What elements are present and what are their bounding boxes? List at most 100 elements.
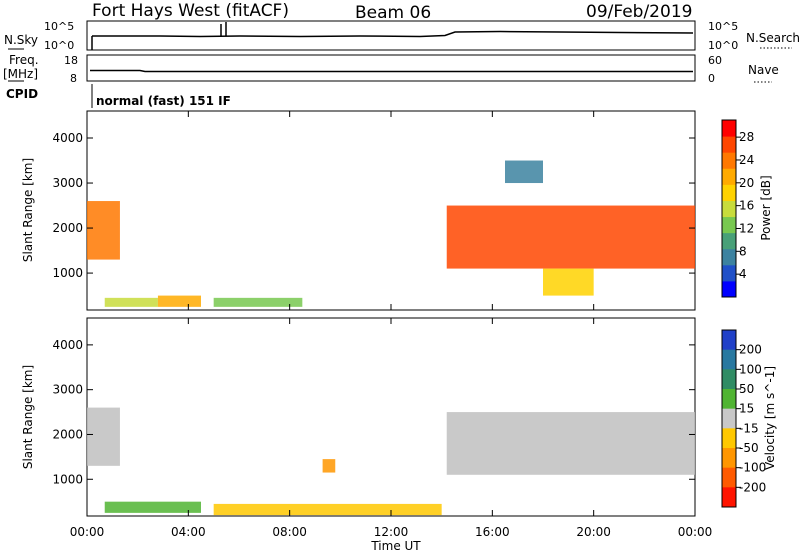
velocity-colorbar-swatch [722, 369, 736, 390]
nave-tick-low: 0 [708, 72, 715, 85]
y-tick-label: 1000 [52, 472, 83, 486]
power-colorbar-swatches [722, 120, 736, 298]
power-colorbar-swatch [722, 120, 736, 137]
velocity-colorbar-label-text: Velocity [m s^-1] [763, 366, 777, 470]
velocity-colorbar-tick-label: 200 [739, 343, 762, 357]
velocity-colorbar-swatch [722, 330, 736, 351]
velocity-colorbar: 200 100 50 15 -15 -50 -100 -200 Velocity [m s^-… [721, 329, 777, 508]
velocity-colorbar-tick-label: -100 [739, 461, 766, 475]
velocity-scatter-region-4 [322, 459, 336, 473]
nsearch-tick-low: 10^0 [708, 39, 738, 52]
nave-tick-high: 60 [708, 54, 722, 67]
velocity-colorbar-swatches [722, 330, 736, 508]
power-scatter-region-0 [87, 201, 120, 260]
velocity-cells [87, 407, 695, 516]
x-tick-label: 20:00 [576, 525, 611, 539]
x-tick-label: 08:00 [272, 525, 307, 539]
freq-label-line2: [MHz] [3, 67, 38, 81]
power-colorbar-swatch [722, 248, 736, 266]
velocity-ylabel: Slant Range [km] [21, 365, 35, 469]
power-colorbar-swatch [722, 200, 736, 218]
power-colorbar-label: Power [dB] [759, 175, 773, 240]
x-tick-label: 04:00 [171, 525, 206, 539]
velocity-colorbar-swatch [722, 349, 736, 370]
power-scatter-region-2 [157, 295, 201, 307]
power-cells [87, 160, 695, 307]
velocity-scatter-region-1 [104, 501, 201, 513]
power-colorbar-tick-label: 8 [739, 244, 747, 258]
power-colorbar-swatch [722, 232, 736, 250]
power-colorbar-tick-label: 12 [739, 221, 754, 235]
station-title: Fort Hays West (fitACF) [92, 1, 289, 21]
velocity-colorbar-swatch [722, 408, 736, 429]
velocity-scatter-region-3 [446, 412, 695, 475]
velocity-colorbar-tick-label: -15 [739, 421, 759, 435]
power-colorbar-tick-label: 16 [739, 199, 754, 213]
nsky-label: N.Sky [4, 33, 38, 47]
power-colorbar-tick-label: 28 [739, 130, 754, 144]
velocity-colorbar-tick-label: -200 [739, 480, 766, 494]
velocity-colorbar-tick-label: 100 [739, 362, 762, 376]
velocity-colorbar-swatch [722, 428, 736, 449]
freq-label-line1: Freq. [9, 53, 39, 67]
y-tick-label: 1000 [52, 266, 83, 280]
beam-title: Beam 06 [355, 3, 431, 23]
velocity-panel: Slant Range [km] 1000 2000 3000 4000 00:00 0… [21, 111, 712, 553]
x-tick-label: 16:00 [475, 525, 510, 539]
time-xlabel: Time UT [370, 539, 421, 553]
power-colorbar-swatch [722, 280, 736, 298]
frequency-trace [90, 69, 693, 73]
nave-label: Nave [748, 63, 779, 77]
velocity-colorbar-swatch [722, 467, 736, 488]
power-colorbar: 4 8 12 16 20 24 28 Power [dB] [721, 119, 773, 298]
nsearch-tick-high: 10^5 [708, 20, 738, 33]
velocity-colorbar-tick-label: 15 [739, 402, 754, 416]
velocity-colorbar-swatch [722, 487, 736, 508]
y-tick-label: 2000 [52, 427, 83, 441]
noise-trace [92, 30, 694, 38]
time-xticks: 00:00 04:00 08:00 12:00 16:00 20:00 00:00 [70, 111, 713, 539]
nsearch-label: N.Search [746, 31, 800, 45]
cpid-label: CPID [6, 87, 38, 101]
velocity-colorbar-ticks: 200 100 50 15 -15 -50 -100 -200 [736, 343, 766, 494]
power-scatter-region-3 [213, 297, 303, 307]
power-colorbar-swatch [722, 152, 736, 169]
power-ylabel: Slant Range [km] [21, 158, 35, 262]
power-colorbar-swatch [722, 216, 736, 234]
noise-tick-low: 10^0 [44, 39, 74, 52]
y-tick-label: 3000 [52, 383, 83, 397]
velocity-colorbar-tick-label: 50 [739, 382, 754, 396]
power-scatter-region-4 [446, 205, 695, 269]
power-colorbar-tick-label: 4 [739, 267, 747, 281]
power-colorbar-tick-label: 24 [739, 153, 754, 167]
y-tick-label: 4000 [52, 338, 83, 352]
velocity-scatter-region-2 [213, 503, 442, 516]
y-tick-label: 2000 [52, 221, 83, 235]
velocity-colorbar-swatch [722, 448, 736, 469]
x-tick-label: 00:00 [678, 525, 713, 539]
y-tick-label: 4000 [52, 131, 83, 145]
power-panel: Slant Range [km] 1000 2000 3000 4000 [21, 110, 696, 311]
power-colorbar-swatch [722, 264, 736, 282]
power-colorbar-swatch [722, 136, 736, 153]
velocity-colorbar-swatch [722, 389, 736, 410]
velocity-colorbar-label: Velocity [m s^-1] [763, 366, 777, 470]
y-tick-label: 3000 [52, 176, 83, 190]
power-colorbar-swatch [722, 168, 736, 185]
power-colorbar-swatch [722, 184, 736, 201]
velocity-yticks: 1000 2000 3000 4000 [52, 338, 695, 486]
noise-tick-high: 10^5 [44, 20, 74, 33]
velocity-scatter-region-0 [87, 407, 120, 466]
power-yticks: 1000 2000 3000 4000 [52, 131, 695, 280]
power-scatter-region-5 [543, 268, 594, 296]
x-tick-label: 12:00 [374, 525, 409, 539]
cpid-text: normal (fast) 151 IF [96, 94, 231, 108]
freq-tick-low: 8 [70, 72, 77, 85]
power-scatter-region-1 [104, 297, 158, 307]
power-colorbar-ticks: 4 8 12 16 20 24 28 [736, 130, 754, 281]
power-colorbar-tick-label: 20 [739, 176, 754, 190]
frequency-strip: Freq. [MHz] 18 8 60 0 Nave [3, 53, 779, 85]
power-scatter-region-6 [505, 160, 543, 184]
velocity-colorbar-tick-label: -50 [739, 441, 759, 455]
